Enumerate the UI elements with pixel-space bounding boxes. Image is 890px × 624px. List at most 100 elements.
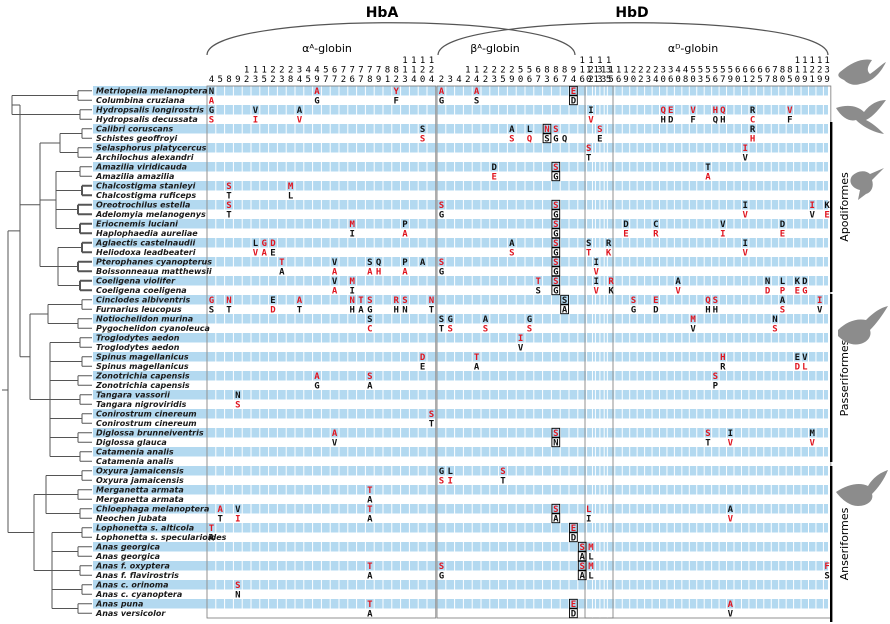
residue-letter: M <box>810 429 816 439</box>
boxed-residue-frame <box>551 247 561 258</box>
residue-letter: H <box>750 135 755 145</box>
residue-letter: T <box>429 420 435 430</box>
residue-letter: P <box>713 382 719 392</box>
species-label: Archilochus alexandri <box>95 153 194 162</box>
residue-letter: E <box>623 230 628 240</box>
position-digit: 3 <box>297 66 302 76</box>
position-digit: 6 <box>553 75 558 85</box>
species-label: Eriocnemis luciani <box>96 220 178 229</box>
residue-letter: G <box>631 306 636 316</box>
position-digit: 5 <box>217 75 222 85</box>
row-band <box>93 143 828 153</box>
residue-letter: S <box>235 401 240 411</box>
position-digit: 7 <box>358 66 363 76</box>
species-label: Spinus magellanicus <box>96 353 189 362</box>
residue-letter: R <box>608 277 614 287</box>
species-label: Oxyura jamaicensis <box>96 476 184 485</box>
dove-silhouette-icon <box>838 59 886 85</box>
boxed-residue-frame <box>551 437 561 448</box>
residue-letter: G <box>314 382 319 392</box>
residue-letter: T <box>279 258 285 268</box>
residue-letter: N <box>553 439 558 449</box>
residue-letter: E <box>571 87 576 97</box>
species-label: Anas c. orinoma <box>95 581 169 590</box>
residue-letter: I <box>810 201 815 211</box>
residue-letter: Q <box>720 106 726 116</box>
position-digit: 5 <box>527 66 532 76</box>
residue-letter: H <box>393 306 398 316</box>
residue-letter: E <box>597 135 602 145</box>
duck-silhouette-icon <box>836 470 888 506</box>
residue-letter: T <box>226 192 232 202</box>
position-digit: 2 <box>288 66 293 76</box>
position-digit: 4 <box>429 75 434 85</box>
residue-letter: I <box>447 477 452 487</box>
position-digit: 3 <box>606 66 611 76</box>
position-digit: 2 <box>341 75 346 85</box>
residue-letter: Q <box>527 135 533 145</box>
position-digit: 7 <box>562 75 567 85</box>
position-digit: 0 <box>735 75 740 85</box>
species-label: Chloephaga melanoptera <box>96 505 209 514</box>
residue-letter: H <box>705 306 710 316</box>
residue-letter: M <box>349 220 355 230</box>
position-digit: 6 <box>757 66 762 76</box>
residue-letter: I <box>742 201 747 211</box>
residue-letter: G <box>439 572 444 582</box>
residue-letter: S <box>439 562 444 572</box>
residue-letter: S <box>713 372 718 382</box>
position-digit: 7 <box>376 66 381 76</box>
residue-letter: A <box>367 515 373 525</box>
residue-letter: N <box>429 296 434 306</box>
residue-letter: V <box>720 220 726 230</box>
position-digit: 9 <box>509 75 514 85</box>
species-label: Anas c. cyanoptera <box>95 590 182 599</box>
residue-letter: S <box>780 306 785 316</box>
residue-letter: A <box>297 106 303 116</box>
position-digit: 5 <box>728 66 733 76</box>
residue-letter: L <box>288 192 294 202</box>
residue-letter: A <box>314 87 320 97</box>
position-digit: 9 <box>235 75 240 85</box>
residue-letter: T <box>535 277 541 287</box>
residue-letter: V <box>728 515 734 525</box>
residue-letter: F <box>824 562 829 572</box>
residue-letter: G <box>439 97 444 107</box>
position-digit: 6 <box>349 75 354 85</box>
residue-letter: H <box>661 116 666 126</box>
position-digit: 6 <box>668 75 673 85</box>
residue-substitutions: N A Y A A EA G F G S DG V A I Q E V H Q R VS I V V H D F Q H C FS A L N S S… <box>209 85 830 620</box>
position-digit: 1 <box>402 56 407 66</box>
hbd-arc <box>437 22 829 56</box>
residue-letter: D <box>420 353 426 363</box>
residue-letter: I <box>728 429 733 439</box>
position-digit: 0 <box>780 75 785 85</box>
position-digit: 8 <box>772 75 777 85</box>
residue-letter: A <box>332 268 338 278</box>
row-band <box>93 86 828 96</box>
species-label: Notiochelidon murina <box>96 315 193 324</box>
residue-letter: S <box>553 220 558 230</box>
position-digit: 2 <box>588 75 593 85</box>
row-band <box>93 314 828 324</box>
position-digit: 4 <box>314 66 319 76</box>
residue-letter: D <box>623 220 629 230</box>
species-label: Conirostrum cinereum <box>96 419 197 428</box>
species-label: Furnarius leucopus <box>96 305 182 314</box>
position-digit: 4 <box>297 75 302 85</box>
residue-letter: Q <box>376 258 382 268</box>
residue-letter: A <box>402 268 408 278</box>
species-label: Haplophaedia aureliae <box>96 229 198 238</box>
passeriformes-bar <box>830 294 833 462</box>
species-label: Conirostrum cinereum <box>96 410 197 419</box>
position-digit: 2 <box>483 66 488 76</box>
row-band <box>93 390 828 400</box>
residue-letter: D <box>571 610 577 620</box>
boxed-residue-frame <box>560 304 569 315</box>
position-digit: 5 <box>323 66 328 76</box>
boxed-residue-frame <box>551 427 561 438</box>
position-digit: 1 <box>623 66 628 76</box>
position-digit: 1 <box>608 66 613 76</box>
position-digit: 4 <box>571 75 576 85</box>
alpha-d-globin-label: αᴰ-globin <box>668 42 718 55</box>
